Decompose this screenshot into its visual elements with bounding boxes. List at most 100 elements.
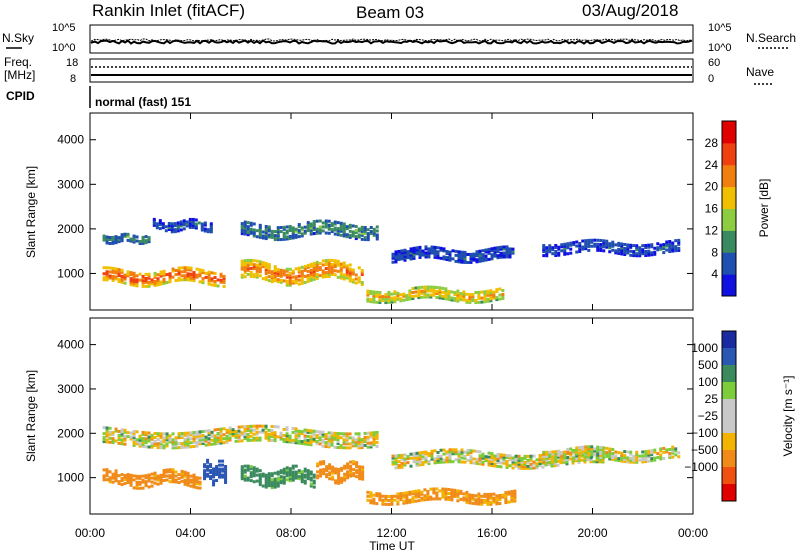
echo-cell: [420, 490, 424, 494]
echo-cell: [246, 231, 250, 235]
echo-cell: [441, 296, 445, 300]
echo-cell: [514, 464, 518, 468]
echo-cell: [132, 234, 136, 238]
echo-cell: [309, 270, 313, 274]
echo-cell: [505, 454, 509, 458]
echo-cell: [243, 228, 247, 232]
echo-cell: [132, 279, 136, 283]
echo-cell: [345, 276, 349, 280]
echo-cell: [203, 475, 207, 479]
echo-cell: [330, 441, 334, 445]
echo-cell: [330, 262, 334, 266]
echo-cell: [593, 242, 597, 246]
echo-cell: [375, 300, 379, 304]
echo-cell: [246, 424, 250, 428]
echo-cell: [412, 246, 416, 250]
echo-cell: [152, 221, 156, 225]
echo-cell: [477, 500, 481, 504]
echo-cell: [548, 452, 552, 456]
echo-cell: [668, 248, 672, 252]
echo-cell: [662, 247, 666, 251]
echo-cell: [339, 276, 343, 280]
echo-cell: [306, 229, 310, 233]
echo-cell: [224, 468, 228, 472]
echo-cell: [243, 429, 247, 433]
echo-cell: [354, 281, 358, 285]
echo-cell: [336, 263, 340, 267]
echo-cell: [397, 249, 401, 253]
echo-cell: [502, 251, 506, 255]
echo-cell: [261, 277, 265, 281]
echo-cell: [448, 452, 452, 456]
echo-cell: [369, 493, 373, 497]
echo-cell: [111, 239, 115, 243]
echo-cell: [487, 249, 491, 253]
echo-cell: [427, 462, 431, 466]
echo-cell: [153, 273, 157, 277]
echo-cell: [623, 248, 627, 252]
echo-cell: [312, 222, 316, 226]
echo-cell: [629, 458, 633, 462]
echo-cell: [288, 226, 292, 230]
echo-cell: [453, 490, 457, 494]
x-tick-label: 00:00: [678, 526, 708, 540]
echo-cell: [400, 463, 404, 467]
echo-cell: [147, 435, 151, 439]
echo-cell: [361, 471, 365, 475]
echo-cell: [111, 278, 115, 282]
echo-cell: [312, 475, 316, 479]
echo-cell: [316, 470, 320, 474]
echo-cell: [447, 289, 451, 293]
echo-cell: [328, 477, 332, 481]
echo-cell: [297, 229, 301, 233]
echo-cell: [409, 255, 413, 259]
y-tick-label: 4000: [57, 338, 84, 352]
echo-cell: [336, 275, 340, 279]
echo-cell: [354, 237, 358, 241]
echo-cell: [334, 471, 338, 475]
echo-cell: [258, 469, 262, 473]
echo-cell: [390, 300, 394, 304]
echo-cell: [381, 299, 385, 303]
echo-cell: [360, 231, 364, 235]
echo-cell: [372, 439, 376, 443]
echo-cell: [348, 446, 352, 450]
echo-cell: [517, 456, 521, 460]
echo-cell: [171, 472, 175, 476]
echo-cell: [617, 251, 621, 255]
echo-cell: [363, 435, 367, 439]
echo-cell: [430, 451, 434, 455]
echo-cell: [312, 275, 316, 279]
echo-cell: [605, 446, 609, 450]
echo-cell: [472, 254, 476, 258]
echo-cell: [255, 265, 259, 269]
echo-cell: [183, 480, 187, 484]
echo-cell: [279, 469, 283, 473]
echo-cell: [378, 294, 382, 298]
echo-cell: [225, 436, 229, 440]
echo-cell: [288, 438, 292, 442]
echo-cell: [171, 269, 175, 273]
echo-cell: [279, 481, 283, 485]
echo-cell: [201, 277, 205, 281]
echo-cell: [641, 454, 645, 458]
echo-cell: [484, 459, 488, 463]
echo-cell: [337, 479, 341, 483]
echo-cell: [587, 238, 591, 242]
echo-cell: [387, 494, 391, 498]
echo-cell: [562, 460, 566, 464]
echo-cell: [342, 442, 346, 446]
echo-cell: [168, 434, 172, 438]
echo-cell: [339, 264, 343, 268]
echo-cell: [620, 246, 624, 250]
echo-cell: [508, 247, 512, 251]
echo-cell: [144, 439, 148, 443]
echo-cell: [209, 228, 213, 232]
echo-cell: [435, 289, 439, 293]
echo-cell: [572, 456, 576, 460]
echo-cell: [511, 458, 515, 462]
echo-cell: [372, 441, 376, 445]
echo-cell: [167, 225, 171, 229]
echo-cell: [433, 245, 437, 249]
echo-cell: [316, 476, 320, 480]
